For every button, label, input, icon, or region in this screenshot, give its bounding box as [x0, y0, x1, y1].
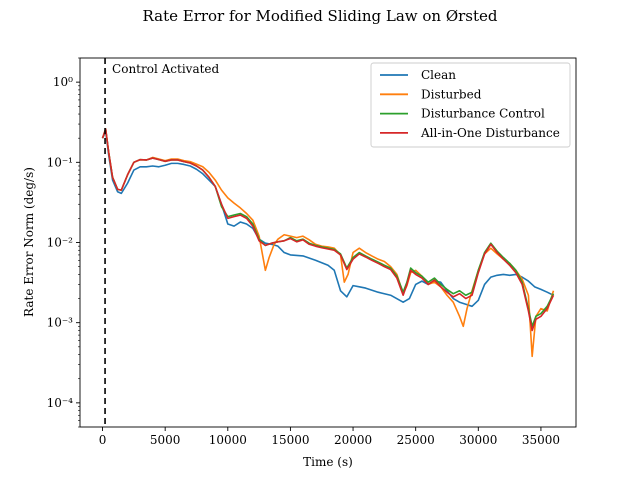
x-tick-label: 5000 [150, 433, 181, 447]
series-line-0 [101, 131, 554, 308]
y-tick-label: 10⁻³ [47, 316, 74, 330]
y-tick-label: 10⁻⁴ [47, 396, 74, 410]
y-axis-label: Rate Error Norm (deg/s) [22, 167, 36, 317]
x-axis-label: Time (s) [303, 455, 353, 469]
legend-label-3: All-in-One Disturbance [420, 126, 560, 140]
axes: 0 5000 10000 15000 20000 25000 30000 35000 10⁻⁴ 1… [47, 57, 577, 447]
y-tick-label: 10⁻¹ [47, 155, 73, 169]
y-tick-label: 10⁻² [47, 236, 74, 250]
x-tick-label: 15000 [271, 433, 309, 447]
legend-label-2: Disturbance Control [421, 107, 545, 121]
x-tick-label: 35000 [522, 433, 560, 447]
x-tick-label: 0 [99, 433, 107, 447]
plot-area [101, 58, 555, 427]
control-activated-label: Control Activated [112, 62, 219, 76]
x-tick-label: 20000 [334, 433, 372, 447]
chart-title: Rate Error for Modified Sliding Law on Ø… [142, 7, 497, 25]
legend: Clean Disturbed Disturbance Control All-in-… [370, 62, 571, 148]
series-line-3 [101, 128, 555, 332]
x-tick-label: 30000 [459, 433, 497, 447]
x-tick-label: 10000 [209, 433, 247, 447]
legend-label-1: Disturbed [421, 87, 482, 101]
legend-label-0: Clean [421, 68, 456, 82]
x-tick-label: 25000 [397, 433, 435, 447]
legend-box [370, 62, 571, 148]
y-tick-label: 10⁰ [53, 75, 73, 89]
